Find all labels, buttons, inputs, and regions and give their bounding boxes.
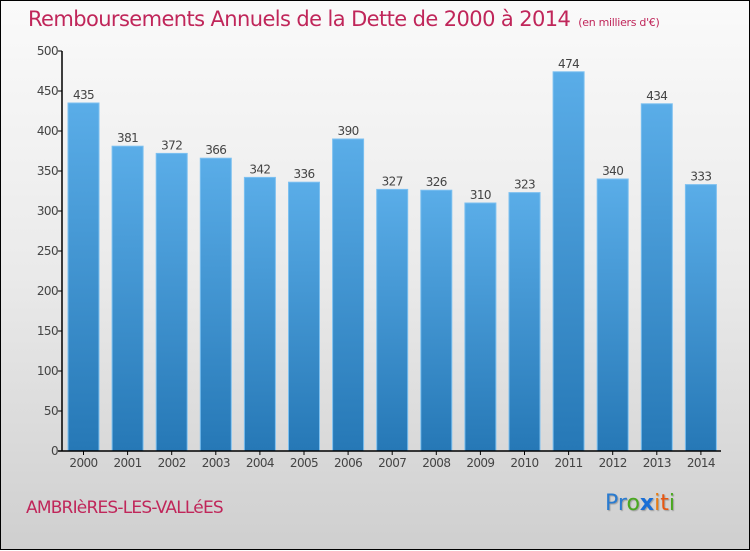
y-tick-label-100: 100 [37, 364, 58, 378]
bar-label-2005: 336 [293, 167, 314, 181]
bar-2006 [332, 138, 365, 452]
logo-letter-5: t [660, 491, 669, 516]
y-tick-label-450: 450 [37, 84, 58, 98]
bar-2002 [155, 152, 188, 452]
bar-label-2011: 474 [558, 57, 579, 71]
y-tick-label-350: 350 [37, 164, 58, 178]
bar-2003 [199, 157, 232, 452]
bar-label-2010: 323 [514, 178, 535, 192]
x-tick-label-2013: 2013 [643, 456, 671, 470]
y-tick-label-300: 300 [37, 204, 58, 218]
bar-label-2013: 434 [646, 89, 667, 103]
y-tick-label-0: 0 [51, 444, 58, 458]
x-tick-label-2001: 2001 [114, 456, 142, 470]
x-tick-label-2004: 2004 [246, 456, 274, 470]
bar-2010 [508, 192, 541, 452]
bar-label-2007: 327 [382, 174, 403, 188]
y-tick-label-250: 250 [37, 244, 58, 258]
axes-group: 2000 2001 2002 2003 2004 2005 2006 2007 2008 2009… [37, 44, 721, 470]
bar-label-2003: 366 [205, 143, 226, 157]
bar-label-2002: 372 [161, 138, 182, 152]
chart-title-text: Remboursements Annuels de la Dette de 20… [28, 7, 571, 31]
x-tick-label-2009: 2009 [466, 456, 494, 470]
y-tick-label-500: 500 [37, 44, 58, 58]
bar-label-2012: 340 [602, 164, 623, 178]
x-tick-label-2011: 2011 [555, 456, 583, 470]
x-tick-label-2000: 2000 [69, 456, 97, 470]
bar-label-2014: 333 [690, 170, 711, 184]
x-tick-label-2002: 2002 [158, 456, 186, 470]
bar-label-2009: 310 [470, 188, 491, 202]
logo-letter-3: x [639, 491, 655, 516]
x-tick-label-2007: 2007 [378, 456, 406, 470]
commune-name: AMBRIèRES-LES-VALLéES [26, 498, 224, 518]
bar-2004 [243, 176, 276, 452]
bar-2013 [640, 103, 673, 452]
bar-2014 [684, 184, 717, 452]
bar-2012 [596, 178, 629, 452]
bar-label-2008: 326 [426, 175, 447, 189]
bar-label-2000: 435 [73, 88, 94, 102]
logo-letter-0: P [605, 491, 618, 516]
x-tick-label-2012: 2012 [599, 456, 627, 470]
bar-2008 [420, 189, 453, 452]
y-tick-label-400: 400 [37, 124, 58, 138]
x-tick-label-2003: 2003 [202, 456, 230, 470]
bar-label-2006: 390 [338, 124, 359, 138]
x-tick-label-2010: 2010 [510, 456, 538, 470]
bar-2001 [111, 145, 144, 452]
bar-2005 [288, 181, 320, 452]
bar-2009 [464, 202, 497, 452]
bar-label-2004: 342 [249, 162, 270, 176]
x-tick-label-2005: 2005 [290, 456, 318, 470]
logo-letter-1: r [617, 491, 627, 516]
x-tick-label-2008: 2008 [422, 456, 450, 470]
y-tick-label-200: 200 [37, 284, 58, 298]
y-tick-label-150: 150 [37, 324, 58, 338]
x-tick-label-2006: 2006 [334, 456, 362, 470]
x-tick-label-2014: 2014 [687, 456, 715, 470]
logo-letter-2: o [626, 491, 640, 516]
proxiti-logo[interactable]: Proxiti [605, 491, 675, 516]
chart-subtitle: (en milliers d'€) [578, 16, 660, 29]
chart-title: Remboursements Annuels de la Dette de 20… [28, 7, 660, 31]
y-tick-label-50: 50 [44, 404, 58, 418]
bars-group: 435 381 372 366 342 336 390 327 326 310 323 474 340 4… [67, 57, 717, 452]
logo-letter-6: i [668, 491, 676, 516]
bar-2007 [376, 188, 409, 452]
bar-2000 [67, 102, 100, 452]
bar-label-2001: 381 [117, 131, 138, 145]
bar-2011 [552, 71, 585, 452]
logo-letter-4: i [654, 491, 661, 516]
